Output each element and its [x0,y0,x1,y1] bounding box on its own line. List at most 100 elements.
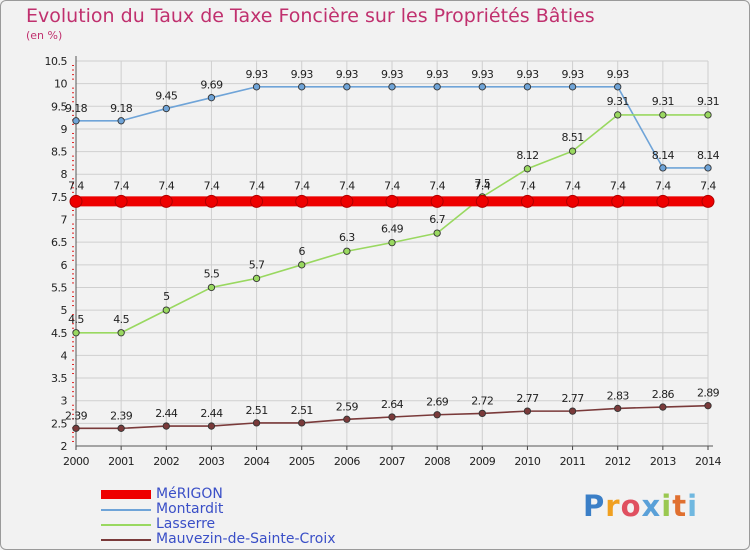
x-tick-label: 2013 [650,455,676,468]
y-tick-label: 6.5 [51,236,67,249]
y-tick-label: 10.5 [45,55,68,68]
data-point [385,194,399,208]
y-tick-label: 2 [61,440,68,453]
data-label: 2.69 [426,396,449,409]
data-point [388,413,396,421]
data-label: 7.4 [655,179,671,192]
legend-label: MéRIGON [156,486,223,502]
data-point [69,194,83,208]
data-point [207,283,216,292]
data-point [252,419,261,427]
data-label: 9.93 [607,68,630,81]
data-point [250,194,264,208]
data-label: 9.93 [291,68,314,81]
data-point [520,194,534,208]
data-label: 9.69 [200,79,223,92]
data-label: 9.93 [336,68,359,81]
data-label: 9.31 [652,95,674,108]
y-tick-label: 10 [54,78,67,91]
logo-letter: r [605,489,621,523]
y-tick-label: 2.5 [51,417,67,430]
proxiti-logo: Proxiti [583,489,698,523]
data-label: 8.12 [516,149,538,162]
data-point [343,415,351,423]
data-point [72,424,80,432]
data-point [614,111,622,119]
data-label: 5.5 [204,267,220,280]
data-label: 8.51 [562,131,584,144]
data-point [433,83,441,91]
data-point [114,194,128,208]
logo-letter: t [672,489,688,523]
data-point [478,83,486,91]
chart-subtitle: (en %) [26,29,63,42]
data-point [659,111,667,119]
chart-title: Evolution du Taux de Taxe Foncière sur l… [26,5,595,27]
data-point [340,194,354,208]
y-tick-label: 9.5 [51,100,67,113]
data-label: 7.4 [68,179,84,192]
data-point [475,194,489,208]
data-label: 9.18 [110,102,133,115]
x-tick-label: 2001 [108,455,134,468]
grid-lines [75,60,709,447]
data-point [611,194,625,208]
x-tick-label: 2012 [605,455,631,468]
data-label: 2.64 [381,398,404,411]
data-label: 7.4 [565,179,581,192]
data-point [568,147,577,155]
logo-letter: P [583,489,606,523]
data-point [704,164,712,172]
data-point [433,229,441,237]
data-point [162,104,170,113]
y-tick-label: 8.5 [51,146,67,159]
data-label: 2.83 [607,389,630,402]
data-point [704,402,712,410]
x-tick-label: 2011 [560,455,586,468]
data-point [523,83,532,91]
y-tick-label: 6 [61,259,68,272]
x-tick-label: 2007 [379,455,405,468]
data-point [117,424,125,432]
axes: 22.533.544.555.566.577.588.599.51010.520… [45,55,722,468]
data-point [430,194,444,208]
data-point [207,94,216,102]
data-label: 7.4 [384,179,400,192]
legend-swatch [101,524,151,526]
x-tick-label: 2004 [244,455,270,468]
data-label: 8.14 [652,149,675,162]
data-label: 7.4 [339,179,355,192]
x-tick-label: 2008 [424,455,450,468]
logo-letter: o [620,489,642,523]
data-label: 7.4 [429,179,445,192]
x-tick-label: 2006 [334,455,360,468]
data-point [659,403,667,411]
legend-swatch [101,490,151,499]
data-point [162,306,170,314]
x-tick-label: 2002 [153,455,179,468]
y-tick-label: 4 [61,349,68,362]
y-tick-label: 4.5 [51,327,67,340]
data-point [252,274,261,283]
y-tick-label: 7 [61,214,68,227]
x-tick-label: 2005 [289,455,315,468]
data-label: 2.51 [291,404,313,417]
x-tick-label: 2000 [63,455,89,468]
data-label: 9.93 [426,68,449,81]
data-point [298,83,306,91]
data-point [204,194,218,208]
data-point [388,83,396,91]
legend-label: Montardit [156,501,224,517]
data-label: 9.45 [155,90,178,103]
data-label: 2.44 [155,407,178,420]
logo-letter: i [661,489,673,523]
data-label: 7.4 [204,179,220,192]
data-label: 2.51 [246,404,268,417]
data-point [614,83,622,91]
data-point [614,404,622,413]
data-point [72,329,80,337]
data-label: 2.59 [336,400,359,413]
y-tick-label: 5.5 [51,281,67,294]
x-tick-label: 2014 [695,455,721,468]
data-label: 2.39 [110,409,133,422]
